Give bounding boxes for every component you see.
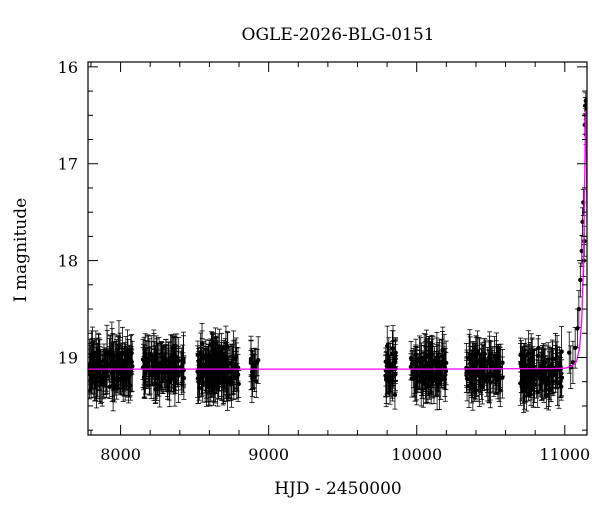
data-point: [111, 357, 117, 388]
data-point: [196, 360, 202, 404]
data-point: [233, 351, 239, 384]
x-tick-label: 11000: [539, 445, 590, 464]
data-point: [443, 352, 449, 391]
data-point: [166, 352, 172, 391]
data-point: [387, 355, 393, 405]
model-line: [88, 110, 587, 370]
data-point: [383, 352, 389, 408]
data-point: [120, 359, 126, 392]
data-point: [535, 376, 541, 408]
data-point: [434, 344, 440, 390]
data-point: [181, 335, 187, 389]
y-tick-label: 17: [58, 155, 78, 174]
data-point: [104, 348, 110, 398]
data-point: [172, 344, 178, 388]
data-point: [252, 347, 258, 377]
y-tick-label: 16: [58, 58, 78, 77]
data-point: [528, 353, 534, 395]
data-point: [520, 351, 526, 404]
data-point: [156, 337, 162, 391]
data-point: [478, 348, 484, 400]
chart-title: OGLE-2026-BLG-0151: [242, 25, 435, 45]
data-point: [88, 365, 94, 395]
data-point: [390, 330, 396, 368]
data-point: [223, 325, 229, 361]
y-tick-label: 19: [58, 348, 78, 367]
data-point: [537, 361, 543, 396]
data-point: [248, 335, 254, 391]
data-point: [550, 358, 556, 388]
x-tick-label: 9000: [248, 445, 289, 464]
data-point: [88, 353, 93, 392]
data-point: [476, 354, 482, 408]
data-point: [213, 347, 219, 386]
data-point: [99, 353, 105, 407]
x-tick-label: 10000: [391, 445, 442, 464]
data-point: [431, 351, 437, 405]
data-point: [488, 341, 494, 382]
x-axis-label: HJD - 2450000: [274, 479, 402, 499]
data-point: [207, 357, 213, 407]
data-point: [423, 357, 429, 389]
data-point: [226, 363, 232, 400]
data-point: [570, 340, 576, 384]
data-point: [174, 357, 180, 385]
data-point: [129, 340, 135, 392]
data-point: [418, 358, 424, 396]
data-point: [126, 352, 132, 404]
model-curve: [88, 110, 587, 370]
data-point: [539, 345, 545, 398]
data-point: [178, 350, 184, 384]
data-point: [199, 338, 205, 373]
data-point: [467, 336, 473, 391]
x-tick-label: 8000: [100, 445, 141, 464]
data-point: [535, 338, 541, 374]
data-point: [438, 363, 444, 389]
data-point: [250, 354, 256, 388]
y-axis-label: I magnitude: [11, 198, 31, 302]
data-point: [142, 344, 148, 399]
data-point: [107, 335, 113, 365]
data-point: [224, 350, 230, 384]
data-point: [220, 347, 226, 378]
axis-ticks: 8000 9000 10000 11000 16 17 18 19: [58, 58, 591, 464]
data-points: [88, 92, 587, 413]
data-point: [481, 344, 487, 382]
data-point: [148, 346, 154, 400]
y-tick-label: 18: [58, 252, 78, 271]
data-point: [442, 347, 448, 402]
plot-frame: [87, 61, 588, 436]
data-point: [224, 346, 230, 399]
data-point: [434, 353, 440, 391]
data-point: [530, 354, 536, 384]
data-point: [230, 340, 236, 394]
data-point: [160, 344, 166, 383]
data-point: [546, 369, 552, 394]
